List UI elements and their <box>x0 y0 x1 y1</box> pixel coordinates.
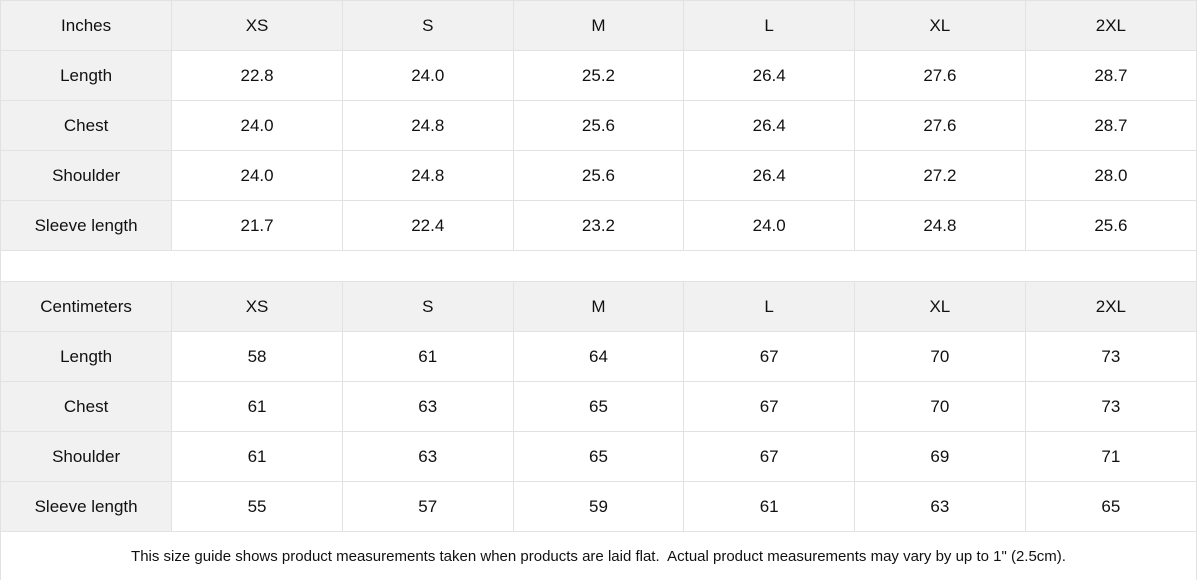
measurement-value-cell: 65 <box>1025 481 1196 532</box>
measurement-value-cell: 26.4 <box>683 50 856 101</box>
measurement-value-cell: 26.4 <box>683 100 856 151</box>
measurement-value-cell: 21.7 <box>171 200 343 251</box>
measurement-value-cell: 25.6 <box>513 150 685 201</box>
size-header-cell: 2XL <box>1025 282 1196 332</box>
measurement-value-cell: 28.7 <box>1025 100 1196 151</box>
measurement-value-cell: 28.0 <box>1025 150 1196 201</box>
measurement-value-cell: 67 <box>683 431 856 482</box>
measurement-value-cell: 67 <box>683 381 856 432</box>
measurement-value-cell: 25.6 <box>1025 200 1196 251</box>
measurement-value-cell: 63 <box>342 431 514 482</box>
size-header-cell: S <box>342 1 514 51</box>
measurement-value-cell: 24.0 <box>342 50 514 101</box>
size-table-header-row: Centimeters XS S M L XL 2XL <box>1 282 1196 332</box>
measurement-label-cell: Chest <box>1 100 173 151</box>
measurement-value-cell: 58 <box>171 331 343 382</box>
measurement-value-cell: 63 <box>342 381 514 432</box>
table-row: Length 22.8 24.0 25.2 26.4 27.6 28.7 <box>1 50 1196 101</box>
size-header-cell: L <box>683 1 856 51</box>
measurement-value-cell: 64 <box>513 331 685 382</box>
unit-label-cell: Centimeters <box>1 282 173 332</box>
table-row: Chest 61 63 65 67 70 73 <box>1 381 1196 432</box>
measurement-value-cell: 61 <box>342 331 514 382</box>
measurement-label-cell: Sleeve length <box>1 481 173 532</box>
measurement-value-cell: 23.2 <box>513 200 685 251</box>
measurement-value-cell: 27.6 <box>854 100 1026 151</box>
measurement-value-cell: 59 <box>513 481 685 532</box>
size-header-cell: M <box>513 1 685 51</box>
measurement-value-cell: 73 <box>1025 381 1196 432</box>
measurement-value-cell: 25.6 <box>513 100 685 151</box>
table-row: Sleeve length 55 57 59 61 63 65 <box>1 481 1196 532</box>
table-row: Chest 24.0 24.8 25.6 26.4 27.6 28.7 <box>1 100 1196 151</box>
size-header-cell: XL <box>854 282 1026 332</box>
measurement-value-cell: 24.8 <box>342 150 514 201</box>
size-guide-footnote: This size guide shows product measuremen… <box>1 532 1196 581</box>
measurement-value-cell: 67 <box>683 331 856 382</box>
measurement-value-cell: 24.0 <box>683 200 856 251</box>
measurement-value-cell: 71 <box>1025 431 1196 482</box>
measurement-label-cell: Length <box>1 50 173 101</box>
measurement-value-cell: 61 <box>171 431 343 482</box>
measurement-label-cell: Shoulder <box>1 150 173 201</box>
size-table-header-row: Inches XS S M L XL 2XL <box>1 1 1196 51</box>
size-header-cell: XS <box>171 282 343 332</box>
measurement-value-cell: 70 <box>854 331 1026 382</box>
size-table-centimeters: Centimeters XS S M L XL 2XL Length 58 61 64 67 70 73 C… <box>1 282 1196 532</box>
measurement-label-cell: Length <box>1 331 173 382</box>
measurement-value-cell: 27.6 <box>854 50 1026 101</box>
measurement-value-cell: 22.4 <box>342 200 514 251</box>
size-header-cell: XS <box>171 1 343 51</box>
table-row: Sleeve length 21.7 22.4 23.2 24.0 24.8 25.6 <box>1 200 1196 251</box>
measurement-value-cell: 24.8 <box>854 200 1026 251</box>
size-header-cell: XL <box>854 1 1026 51</box>
measurement-label-cell: Sleeve length <box>1 200 173 251</box>
measurement-label-cell: Chest <box>1 381 173 432</box>
size-header-cell: M <box>513 282 685 332</box>
size-table-inches: Inches XS S M L XL 2XL Length 22.8 24.0 25.2 26.4 27… <box>1 1 1196 251</box>
table-row: Length 58 61 64 67 70 73 <box>1 331 1196 382</box>
measurement-value-cell: 65 <box>513 431 685 482</box>
size-header-cell: 2XL <box>1025 1 1196 51</box>
measurement-value-cell: 24.0 <box>171 100 343 151</box>
measurement-value-cell: 61 <box>171 381 343 432</box>
measurement-value-cell: 22.8 <box>171 50 343 101</box>
measurement-value-cell: 27.2 <box>854 150 1026 201</box>
measurement-label-cell: Shoulder <box>1 431 173 482</box>
table-spacer <box>1 251 1196 282</box>
measurement-value-cell: 26.4 <box>683 150 856 201</box>
size-header-cell: S <box>342 282 514 332</box>
measurement-value-cell: 25.2 <box>513 50 685 101</box>
measurement-value-cell: 69 <box>854 431 1026 482</box>
table-row: Shoulder 61 63 65 67 69 71 <box>1 431 1196 482</box>
measurement-value-cell: 28.7 <box>1025 50 1196 101</box>
measurement-value-cell: 57 <box>342 481 514 532</box>
measurement-value-cell: 24.8 <box>342 100 514 151</box>
unit-label-cell: Inches <box>1 1 173 51</box>
measurement-value-cell: 63 <box>854 481 1026 532</box>
measurement-value-cell: 24.0 <box>171 150 343 201</box>
measurement-value-cell: 73 <box>1025 331 1196 382</box>
measurement-value-cell: 61 <box>683 481 856 532</box>
table-row: Shoulder 24.0 24.8 25.6 26.4 27.2 28.0 <box>1 150 1196 201</box>
measurement-value-cell: 55 <box>171 481 343 532</box>
measurement-value-cell: 70 <box>854 381 1026 432</box>
measurement-value-cell: 65 <box>513 381 685 432</box>
size-header-cell: L <box>683 282 856 332</box>
